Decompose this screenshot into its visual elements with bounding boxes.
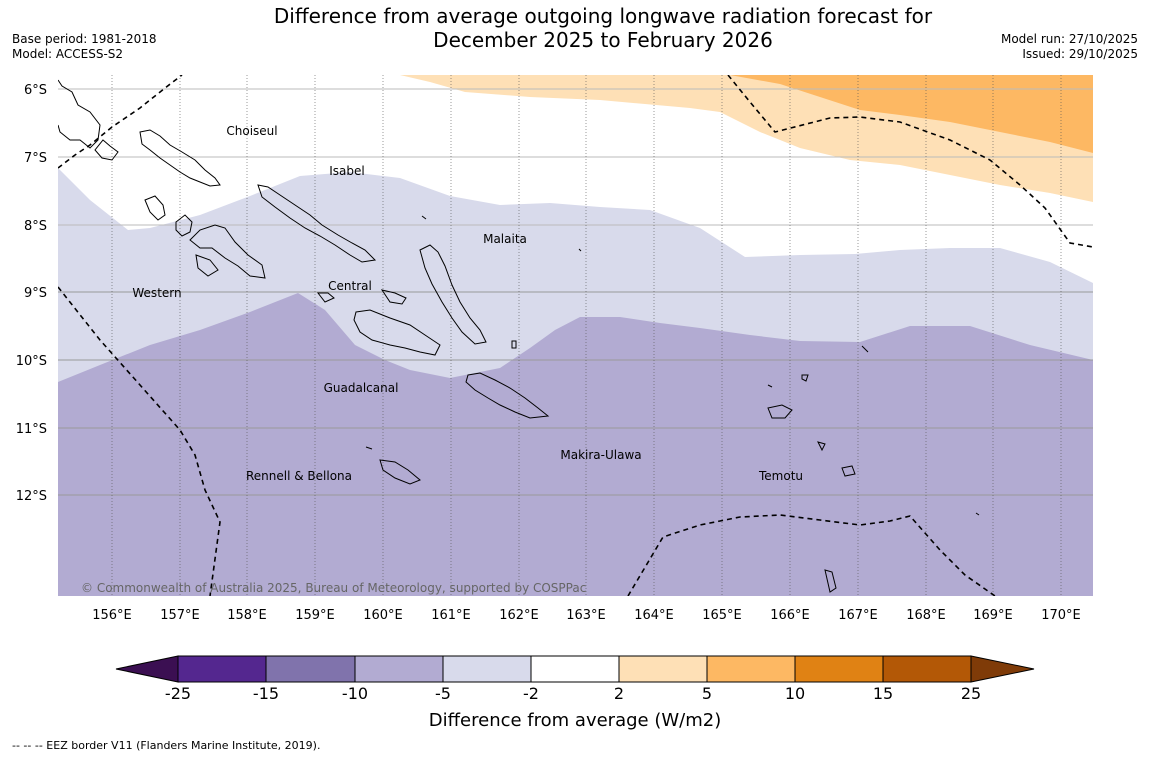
label-malaita: Malaita <box>483 232 527 246</box>
eez-borders <box>58 75 1093 596</box>
lon-label: 162°E <box>499 608 539 623</box>
island-outlines <box>58 79 980 593</box>
lon-label: 168°E <box>906 608 946 623</box>
latitude-labels: 6°S 7°S 8°S 9°S 10°S 11°S 12°S <box>16 83 47 504</box>
colorbar-tick: -2 <box>523 684 539 703</box>
colorbar-title: Difference from average (W/m2) <box>429 710 721 731</box>
title-line-1: Difference from average outgoing longwav… <box>273 4 933 28</box>
colorbar-segment <box>882 655 972 683</box>
colorbar-segment <box>530 655 620 683</box>
band-neg-10-to-5 <box>58 293 1093 596</box>
label-temotu: Temotu <box>758 469 803 483</box>
lat-label: 11°S <box>16 422 47 437</box>
label-makira-ulawa: Makira-Ulawa <box>560 448 641 462</box>
place-labels: Choiseul Isabel Malaita Western Central … <box>132 124 803 483</box>
model-run: Model run: 27/10/2025 <box>1000 32 1138 46</box>
colorbar-tick: -5 <box>435 684 451 703</box>
colorbar-segment <box>706 655 796 683</box>
label-central: Central <box>328 279 372 293</box>
issued-date: Issued: 29/10/2025 <box>1022 47 1138 61</box>
colorbar-segment <box>265 655 356 683</box>
lon-label: 163°E <box>566 608 606 623</box>
colorbar-segment <box>442 655 532 683</box>
title-line-2: December 2025 to February 2026 <box>433 28 773 52</box>
colorbar-tick: -10 <box>342 684 368 703</box>
lon-label: 156°E <box>92 608 132 623</box>
lat-label: 12°S <box>16 489 47 504</box>
colorbar-segment <box>794 655 884 683</box>
colorbar-tick: 10 <box>785 684 805 703</box>
colorbar-segment <box>177 655 267 683</box>
lon-label: 167°E <box>838 608 878 623</box>
label-choiseul: Choiseul <box>226 124 277 138</box>
label-isabel: Isabel <box>329 164 364 178</box>
lon-label: 165°E <box>702 608 742 623</box>
lon-label: 166°E <box>770 608 810 623</box>
map-area: Choiseul Isabel Malaita Western Central … <box>58 75 1093 596</box>
lat-label: 6°S <box>24 83 47 98</box>
model-name: Model: ACCESS-S2 <box>12 47 124 61</box>
colorbar-tick: 5 <box>702 684 712 703</box>
base-period: Base period: 1981-2018 <box>12 32 157 46</box>
lon-label: 164°E <box>634 608 674 623</box>
lat-label: 9°S <box>24 286 47 301</box>
colorbar-min-arrow <box>115 655 179 683</box>
grid-lines <box>58 75 1093 596</box>
lon-label: 160°E <box>363 608 403 623</box>
lon-label: 170°E <box>1041 608 1081 623</box>
colorbar-segment <box>618 655 708 683</box>
forecast-map: Choiseul Isabel Malaita Western Central … <box>16 75 1093 731</box>
lat-label: 10°S <box>16 354 47 369</box>
colorbar-tick: 15 <box>873 684 893 703</box>
colorbar: -25 -15 -10 -5 -2 2 5 10 15 25 Differenc… <box>115 655 1035 731</box>
eez-footnote: -- -- -- EEZ border V11 (Flanders Marine… <box>12 739 321 752</box>
label-western: Western <box>132 286 181 300</box>
longitude-labels: 156°E 157°E 158°E 159°E 160°E 161°E 162°… <box>92 608 1081 623</box>
run-info: Model run: 27/10/2025 Issued: 29/10/2025 <box>1001 32 1138 62</box>
model-info: Base period: 1981-2018 Model: ACCESS-S2 <box>12 32 157 62</box>
lon-label: 169°E <box>973 608 1013 623</box>
colorbar-tick: -15 <box>253 684 279 703</box>
lat-label: 7°S <box>24 151 47 166</box>
colorbar-tick: 2 <box>614 684 624 703</box>
colorbar-max-arrow <box>970 655 1035 683</box>
lon-label: 161°E <box>431 608 471 623</box>
label-rennell-bellona: Rennell & Bellona <box>246 469 352 483</box>
copyright-notice: © Commonwealth of Australia 2025, Bureau… <box>81 581 586 595</box>
colorbar-segment <box>354 655 444 683</box>
lon-label: 158°E <box>227 608 267 623</box>
map-title: Difference from average outgoing longwav… <box>200 4 1006 52</box>
colorbar-tick: -25 <box>165 684 191 703</box>
lat-label: 8°S <box>24 219 47 234</box>
band-pos-5-to-10 <box>730 75 1093 153</box>
label-guadalcanal: Guadalcanal <box>324 381 399 395</box>
colorbar-tick: 25 <box>961 684 981 703</box>
lon-label: 157°E <box>160 608 200 623</box>
lon-label: 159°E <box>295 608 335 623</box>
